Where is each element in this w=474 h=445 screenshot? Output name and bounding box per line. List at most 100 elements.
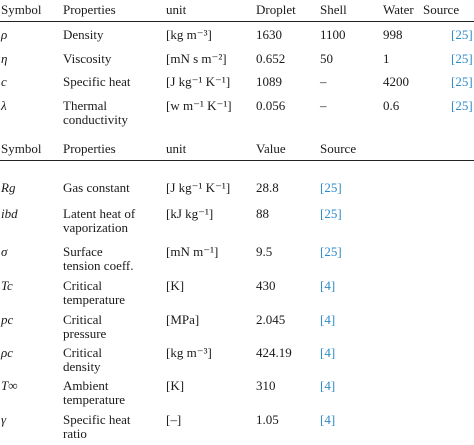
header-unit: unit [166, 141, 187, 156]
property-line-1: Thermal [63, 98, 108, 113]
unit-cell: [mN s m⁻²] [166, 51, 227, 66]
table1-header-rule [0, 21, 474, 22]
table2-header-rule [0, 160, 474, 161]
property-line-2: conductivity [63, 112, 128, 127]
property-cell: Latent heat of vaporization [63, 207, 135, 235]
property-cell: Specific heat ratio [63, 413, 131, 441]
symbol-cell: ρc [1, 345, 14, 360]
droplet-cell: 1630 [256, 27, 282, 42]
header-source: Source [320, 141, 357, 156]
shell-cell: – [320, 98, 327, 113]
symbol-cell: γ [1, 412, 7, 427]
unit-cell: [kg m⁻³] [166, 27, 212, 42]
header-unit: unit [166, 2, 187, 17]
header-shell: Shell [320, 2, 347, 17]
symbol-cell: λ [1, 98, 7, 113]
header-properties: Properties [63, 141, 116, 156]
water-cell: 1 [383, 51, 390, 66]
property-cell: Surface tension coeff. [63, 245, 134, 273]
unit-cell: [w m⁻¹ K⁻¹] [166, 98, 232, 113]
source-reference-link[interactable]: [4] [320, 378, 336, 393]
unit-cell: [K] [166, 378, 185, 393]
unit-cell: [MPa] [166, 312, 200, 327]
source-reference-link[interactable]: [4] [320, 278, 336, 293]
property-line-2: density [63, 359, 101, 374]
unit-text: mN s m⁻² [170, 51, 223, 66]
source-reference-link[interactable]: [4] [320, 412, 336, 427]
unit-cell: [K] [166, 278, 185, 293]
source-reference-link[interactable]: [25] [320, 180, 342, 195]
source-reference-link[interactable]: [25] [451, 51, 473, 66]
property-line-1: Specific heat [63, 412, 131, 427]
source-reference-link[interactable]: [4] [320, 345, 336, 360]
value-cell: 430 [256, 278, 276, 293]
header-properties: Properties [63, 2, 116, 17]
unit-text: J kg⁻¹ K⁻¹ [170, 180, 226, 195]
unit-cell: [J kg⁻¹ K⁻¹] [166, 74, 231, 89]
symbol-cell: η [1, 51, 8, 66]
symbol-cell: Tc [1, 278, 13, 293]
property-cell: Critical temperature [63, 279, 125, 307]
property-line-2: temperature [63, 392, 126, 407]
symbol-cell: T∞ [1, 378, 18, 393]
property-line-1: Ambient [63, 378, 109, 393]
property-cell: Gas constant [63, 180, 130, 195]
value-cell: 2.045 [256, 312, 286, 327]
droplet-cell: 0.056 [256, 98, 286, 113]
unit-text: kg m⁻³ [170, 345, 208, 360]
property-line-2: ratio [63, 426, 87, 441]
header-water: Water [383, 2, 414, 17]
unit-cell: [mN m⁻¹] [166, 244, 219, 259]
droplet-cell: 1089 [256, 74, 282, 89]
property-line-1: Latent heat of [63, 206, 136, 221]
value-cell: 310 [256, 378, 276, 393]
property-line-2: tension coeff. [63, 258, 134, 273]
property-cell: Critical pressure [63, 313, 106, 341]
shell-cell: 1100 [320, 27, 346, 42]
property-line-1: Critical [63, 345, 102, 360]
source-reference-link[interactable]: [25] [451, 98, 473, 113]
property-line-2: temperature [63, 292, 126, 307]
unit-cell: [kJ kg⁻¹] [166, 206, 214, 221]
unit-text: K [170, 278, 180, 293]
value-cell: 88 [256, 206, 269, 221]
header-source: Source [423, 2, 460, 17]
water-cell: 998 [383, 27, 403, 42]
header-symbol: Symbol [1, 141, 42, 156]
header-droplet: Droplet [256, 2, 296, 17]
symbol-cell: pc [1, 312, 14, 327]
property-cell: Specific heat [63, 74, 131, 89]
header-value: Value [256, 141, 286, 156]
unit-text: w m⁻¹ K⁻¹ [170, 98, 228, 113]
unit-text: mN m⁻¹ [170, 244, 214, 259]
property-line-2: pressure [63, 326, 107, 341]
source-reference-link[interactable]: [25] [320, 244, 342, 259]
property-cell: Viscosity [63, 51, 112, 66]
droplet-cell: 0.652 [256, 51, 286, 66]
header-symbol: Symbol [1, 2, 42, 17]
unit-text: J kg⁻¹ K⁻¹ [170, 74, 226, 89]
unit-text: – [170, 412, 177, 427]
symbol-cell: c [1, 74, 7, 89]
symbol-cell: ibd [1, 206, 18, 221]
value-cell: 9.5 [256, 244, 273, 259]
source-reference-link[interactable]: [25] [451, 74, 473, 89]
source-reference-link[interactable]: [25] [451, 27, 473, 42]
property-cell: Ambient temperature [63, 379, 125, 407]
source-reference-link[interactable]: [4] [320, 312, 336, 327]
unit-text: K [170, 378, 180, 393]
property-line-1: Critical [63, 278, 102, 293]
unit-cell: [kg m⁻³] [166, 345, 212, 360]
value-cell: 28.8 [256, 180, 279, 195]
unit-text: kg m⁻³ [170, 27, 208, 42]
property-line-1: Critical [63, 312, 102, 327]
unit-text: kJ kg⁻¹ [170, 206, 209, 221]
unit-cell: [–] [166, 412, 182, 427]
shell-cell: 50 [320, 51, 333, 66]
unit-text: MPa [170, 312, 195, 327]
source-reference-link[interactable]: [25] [320, 206, 342, 221]
property-line-2: vaporization [63, 220, 128, 235]
symbol-cell: σ [1, 244, 8, 259]
value-cell: 1.05 [256, 412, 279, 427]
symbol-cell: Rg [1, 180, 16, 195]
